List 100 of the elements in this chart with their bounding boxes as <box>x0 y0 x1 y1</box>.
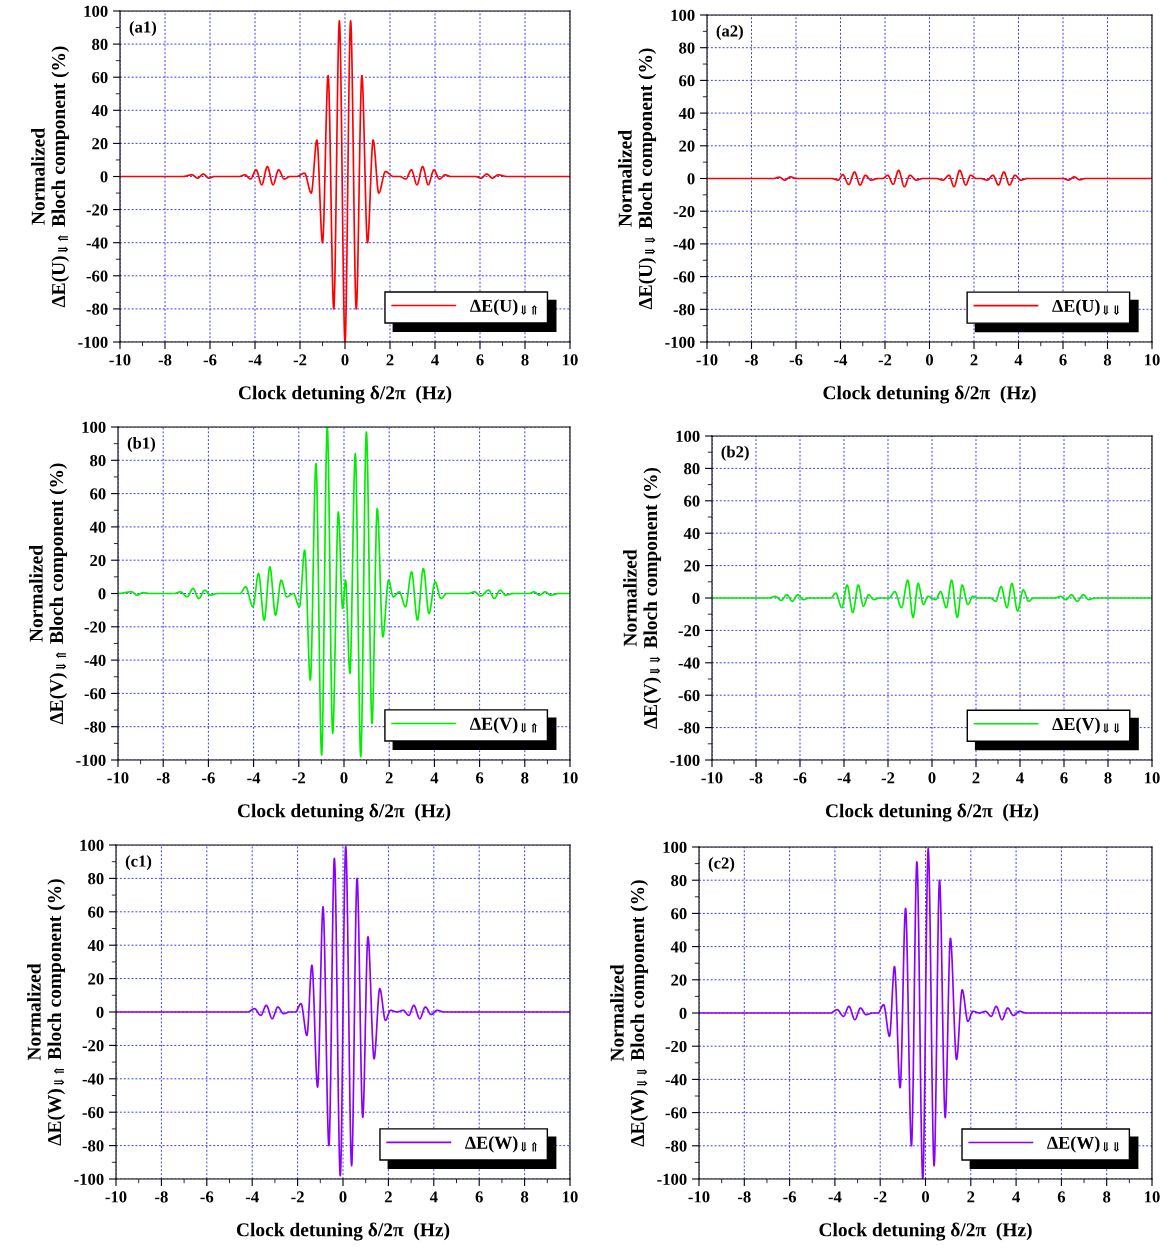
legend-label: ΔE(U)$_{⇓⇑}$ <box>470 299 537 316</box>
x-tick-label: -8 <box>749 772 763 784</box>
x-tick-label: -10 <box>105 1191 127 1203</box>
x-tick-label: -2 <box>881 772 895 784</box>
x-tick-label: -10 <box>107 772 129 784</box>
y-tick-label: -20 <box>673 205 695 218</box>
x-tick-label: -10 <box>696 354 718 366</box>
y-tick-label: 80 <box>671 874 687 887</box>
x-tick-label: 4 <box>431 354 439 366</box>
y-tick-label: 0 <box>692 592 700 604</box>
x-tick-label: 4 <box>1014 354 1023 366</box>
text: Normalized ΔE(V)$_{⇓⇑}$ Bloch component (%) <box>29 463 68 725</box>
y-tick-label: -40 <box>673 238 695 250</box>
x-tick-label: 4 <box>1012 1191 1020 1203</box>
x-tick-label: 0 <box>340 772 348 784</box>
x-tick-label: -4 <box>834 354 848 366</box>
y-tick-label: -60 <box>673 271 695 283</box>
x-tick-label: 10 <box>563 772 578 784</box>
y-tick-label: -40 <box>665 1074 687 1086</box>
x-tick-label: 8 <box>520 1191 529 1203</box>
y-tick-label: -80 <box>673 304 695 316</box>
y-tick-label: 100 <box>663 841 687 853</box>
y-tick-label: -20 <box>678 625 700 637</box>
x-tick-label: 8 <box>1103 1191 1111 1203</box>
x-axis-title: Clock detuning δ/2π (Hz) <box>236 1222 450 1241</box>
x-tick-label: 10 <box>563 1191 578 1203</box>
x-tick-label: 2 <box>384 1191 392 1203</box>
y-tick-label: -20 <box>86 204 108 216</box>
x-tick-label: -6 <box>203 354 217 366</box>
y-tick-label: 40 <box>678 107 695 120</box>
y-tick-label: -60 <box>82 1106 104 1119</box>
y-tick-label: 20 <box>679 140 695 152</box>
x-tick-label: 6 <box>475 1191 483 1203</box>
y-tick-label: -80 <box>665 1140 687 1152</box>
annotation: (b1) <box>127 436 156 453</box>
y-tick-label: -60 <box>84 688 106 700</box>
annotation: (a2) <box>716 24 743 40</box>
x-tick-label: -8 <box>158 354 172 366</box>
x-tick-label: -2 <box>292 772 306 784</box>
legend-label: ΔE(W)$_{⇓⇑}$ <box>465 1136 537 1153</box>
x-tick-label: 2 <box>385 772 393 784</box>
legend-label: ΔE(W)$_{⇓⇓}$ <box>1047 1136 1119 1153</box>
y-tick-label: 80 <box>90 455 106 467</box>
x-tick-label: -4 <box>247 772 261 784</box>
y-tick-label: -40 <box>678 657 700 669</box>
y-tick-label: 40 <box>89 521 106 533</box>
y-tick-label: 0 <box>687 173 695 185</box>
y-tick-label: 100 <box>82 421 106 433</box>
y-tick-label: 100 <box>676 430 700 442</box>
text: Normalized ΔE(U)$_{⇓⇑}$ Bloch component (%) <box>31 46 70 308</box>
x-tick-label: 10 <box>1145 1191 1160 1203</box>
y-tick-label: -20 <box>82 1040 104 1052</box>
y-tick-label: 0 <box>96 1006 104 1018</box>
y-tick-label: -20 <box>84 621 106 633</box>
x-tick-label: -8 <box>156 772 170 784</box>
y-tick-label: 40 <box>87 939 104 952</box>
annotation: (c1) <box>125 855 152 871</box>
y-tick-label: 100 <box>84 5 108 17</box>
x-tick-label: -4 <box>828 1191 842 1203</box>
y-tick-label: 60 <box>684 495 700 507</box>
y-tick-label: -40 <box>84 654 106 667</box>
x-tick-label: 8 <box>1103 354 1112 366</box>
x-tick-label: 4 <box>429 1191 438 1203</box>
x-tick-label: 8 <box>1104 772 1112 784</box>
y-tick-label: -60 <box>678 689 700 702</box>
y-tick-label: -60 <box>86 270 108 282</box>
y-tick-label: -80 <box>678 722 700 734</box>
x-tick-label: 6 <box>476 354 484 366</box>
x-tick-label: 0 <box>928 772 936 784</box>
x-tick-label: 6 <box>1060 772 1068 784</box>
annotation: (a1) <box>129 20 157 37</box>
x-tick-label: 8 <box>521 772 529 784</box>
y-tick-label: 100 <box>671 9 695 21</box>
x-tick-label: 10 <box>1145 354 1160 366</box>
x-tick-label: -6 <box>202 772 215 784</box>
y-tick-label: 80 <box>92 38 108 51</box>
y-tick-label: 80 <box>679 42 695 54</box>
y-tick-label: 60 <box>671 908 687 920</box>
y-tick-label: 60 <box>88 906 104 918</box>
x-tick-label: -2 <box>293 354 307 366</box>
x-tick-label: -8 <box>745 354 758 366</box>
y-tick-label: 20 <box>684 560 700 572</box>
y-tick-label: 60 <box>90 488 106 500</box>
x-tick-label: -2 <box>878 354 892 366</box>
x-tick-label: 2 <box>967 1191 975 1203</box>
y-tick-label: 80 <box>684 463 700 475</box>
x-tick-label: 4 <box>1016 772 1024 784</box>
y-tick-label: 100 <box>80 839 104 851</box>
text: Normalized ΔE(U)$_{⇓⇓}$ Bloch component (%) <box>618 48 657 310</box>
x-tick-label: -10 <box>688 1191 710 1203</box>
x-axis-title: Clock detuning δ/2π (Hz) <box>825 803 1039 822</box>
text: Normalized ΔE(W)$_{⇓⇓}$ Bloch component (%) <box>610 880 649 1147</box>
y-tick-label: 80 <box>88 873 104 885</box>
x-tick-label: 0 <box>925 354 934 366</box>
y-tick-label: 20 <box>92 138 108 150</box>
x-tick-label: -6 <box>793 772 807 784</box>
y-tick-label: -100 <box>657 1173 687 1185</box>
x-tick-label: 6 <box>1059 354 1067 366</box>
y-tick-label: 0 <box>98 588 106 600</box>
x-tick-label: -4 <box>248 354 262 366</box>
